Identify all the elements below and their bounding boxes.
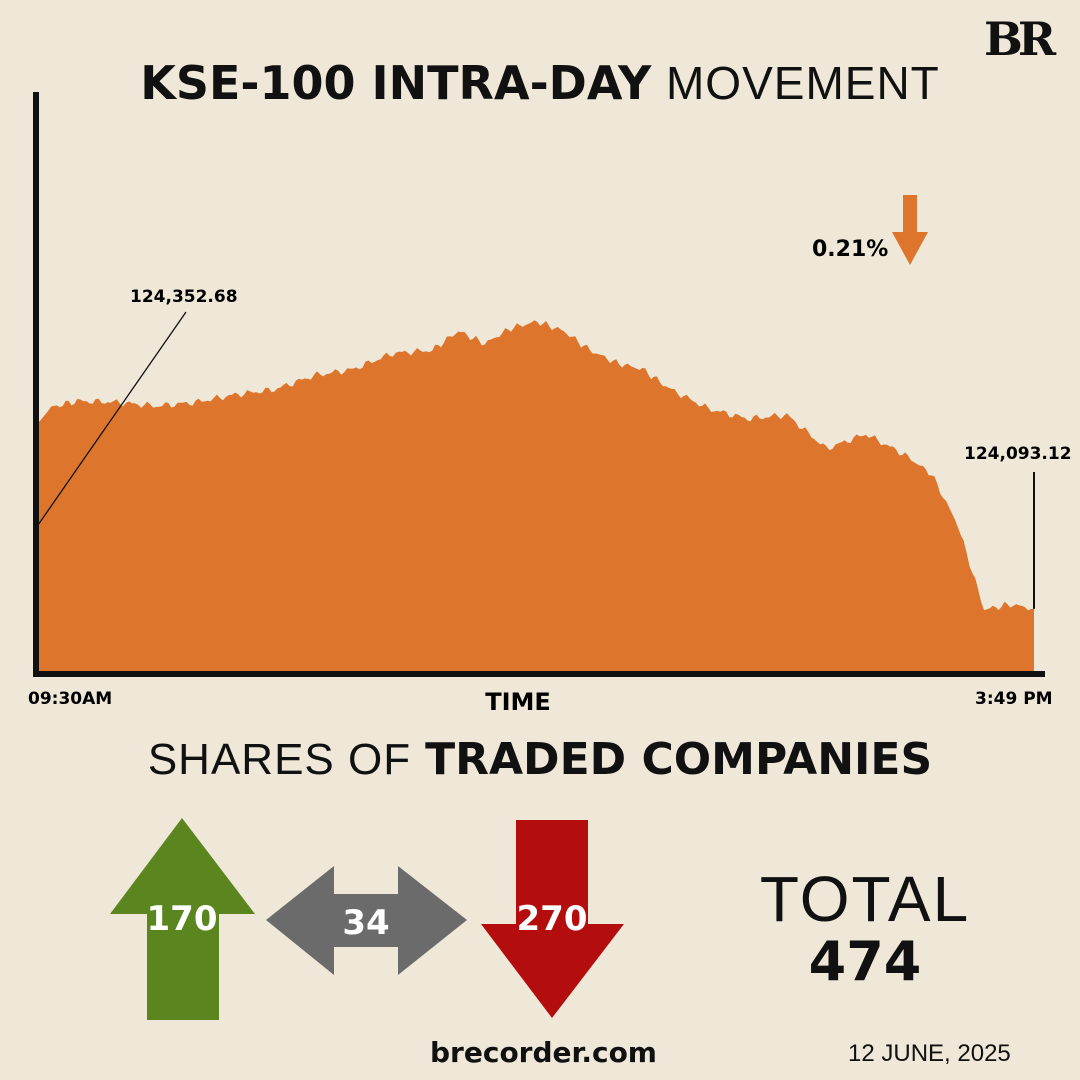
website-link[interactable]: brecorder.com (430, 1036, 657, 1069)
down-arrow-icon (892, 195, 928, 265)
shares-title-light: SHARES OF (147, 735, 412, 784)
change-percent-label: 0.21% (812, 237, 888, 262)
advancing-count: 170 (147, 899, 218, 939)
open-value-label: 124,352.68 (130, 287, 238, 307)
close-value-label: 124,093.12 (964, 444, 1072, 464)
brand-logo: BR (984, 12, 1056, 66)
x-start-label: 09:30AM (28, 689, 112, 709)
shares-arrows: 170 34 270 (110, 818, 624, 1020)
total-label: TOTAL (759, 863, 971, 935)
chart-title-bold: KSE-100 INTRA-DAY (140, 56, 652, 110)
declining-arrow-icon (481, 820, 624, 1018)
date-label: 12 JUNE, 2025 (848, 1040, 1011, 1067)
advancing-arrow-icon (110, 818, 255, 1020)
intraday-chart: 124,352.68 124,093.12 0.21% 09:30AM 3:49… (28, 92, 1072, 716)
x-axis-label: TIME (485, 688, 551, 716)
declining-count: 270 (517, 899, 588, 939)
x-end-label: 3:49 PM (975, 689, 1053, 709)
index-area (38, 320, 1034, 672)
total-value: 474 (808, 930, 922, 993)
chart-title-light: MOVEMENT (665, 57, 940, 109)
unchanged-arrow-icon (266, 866, 467, 975)
unchanged-count: 34 (342, 903, 389, 943)
chart-title: KSE-100 INTRA-DAY MOVEMENT (0, 56, 1080, 110)
open-leader-line (37, 311, 187, 526)
shares-title: SHARES OF TRADED COMPANIES (0, 734, 1080, 785)
shares-title-bold: TRADED COMPANIES (425, 734, 933, 785)
